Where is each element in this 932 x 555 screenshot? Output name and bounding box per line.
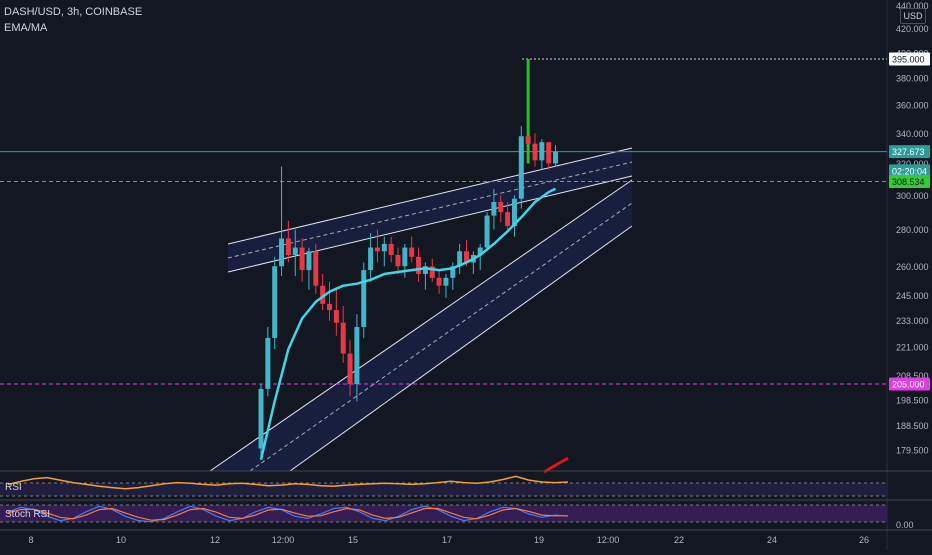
price-tick-label: 360.000: [896, 101, 929, 111]
candle-body[interactable]: [395, 254, 401, 267]
candle-body[interactable]: [505, 212, 511, 227]
time-tick-label: 17: [442, 535, 452, 545]
candle-body[interactable]: [464, 251, 469, 263]
candle-body[interactable]: [484, 215, 490, 248]
candle-body[interactable]: [368, 247, 374, 271]
time-tick-label: 19: [534, 535, 544, 545]
lower-channel-top[interactable]: [209, 179, 633, 472]
candle-body[interactable]: [429, 266, 435, 278]
candle-body[interactable]: [258, 388, 264, 449]
candle-body[interactable]: [265, 337, 271, 389]
price-tick-label: 221.000: [896, 342, 929, 352]
price-badge-label[interactable]: 308.534: [892, 177, 925, 187]
price-tick-label: 380.000: [896, 74, 929, 84]
stoch-axis-label: 0.00: [896, 520, 914, 530]
price-badge-label[interactable]: 395.000: [892, 55, 925, 65]
price-badge-box[interactable]: [889, 164, 930, 178]
candle-body[interactable]: [511, 198, 517, 227]
candle-body[interactable]: [299, 247, 305, 271]
time-tick-label: 26: [859, 535, 869, 545]
upper-channel-fill: [228, 148, 632, 272]
candle-body[interactable]: [340, 322, 346, 354]
price-tick-label: 320.000: [896, 159, 929, 169]
lower-channel-mid: [249, 202, 633, 472]
candle-body[interactable]: [498, 202, 504, 213]
candle-body[interactable]: [292, 247, 298, 255]
time-tick-label: 15: [348, 535, 358, 545]
upper-channel-top[interactable]: [227, 147, 633, 245]
time-tick-label: 10: [116, 535, 126, 545]
price-tick-label: 179.500: [896, 445, 929, 455]
currency-badge[interactable]: USD: [900, 8, 926, 24]
rsi-label[interactable]: RSI: [5, 482, 22, 493]
time-tick-label: 22: [674, 535, 684, 545]
candle-body[interactable]: [306, 251, 312, 271]
candle-body[interactable]: [354, 327, 360, 385]
candle-body[interactable]: [285, 238, 291, 255]
candle-body[interactable]: [361, 270, 367, 328]
candle-body[interactable]: [525, 136, 531, 144]
price-tick-label: 208.500: [896, 371, 929, 381]
candle-body[interactable]: [546, 142, 552, 164]
symbol-title[interactable]: DASH/USD, 3h, COINBASE: [4, 6, 143, 18]
time-tick-label: 24: [767, 535, 777, 545]
candle-body[interactable]: [272, 266, 278, 338]
time-tick-label: 12: [210, 535, 220, 545]
price-tick-label: 420.000: [896, 24, 929, 34]
candle-body[interactable]: [450, 266, 456, 278]
candle-body[interactable]: [416, 256, 422, 274]
stoch-d-line[interactable]: [7, 507, 568, 521]
candle-body[interactable]: [313, 251, 319, 286]
price-badge-box[interactable]: [889, 377, 930, 391]
price-badge-label[interactable]: 02:20:04: [892, 166, 927, 176]
candle-body[interactable]: [532, 143, 538, 161]
time-tick-label: 12:00: [597, 535, 620, 545]
price-badge-label[interactable]: 327.673: [892, 147, 925, 157]
lower-channel-bottom[interactable]: [289, 225, 633, 472]
price-badge-label[interactable]: 205.000: [892, 380, 925, 390]
rsi-band: [0, 483, 887, 496]
price-tick-label: 440.000: [896, 1, 929, 11]
price-tick-label: 245.000: [896, 291, 929, 301]
price-tick-label: 300.000: [896, 191, 929, 201]
candle-body[interactable]: [436, 277, 442, 286]
price-badge-box[interactable]: [889, 145, 930, 159]
candle-body[interactable]: [477, 247, 483, 255]
price-tick-label: 340.000: [896, 129, 929, 139]
stoch-rsi-label[interactable]: Stoch RSI: [5, 509, 51, 520]
candle-body[interactable]: [388, 243, 394, 255]
candle-body[interactable]: [539, 142, 545, 161]
candle-body[interactable]: [381, 243, 387, 252]
candle-body[interactable]: [518, 136, 524, 199]
candle-body[interactable]: [320, 285, 326, 304]
candle-body[interactable]: [443, 277, 449, 286]
candle-body[interactable]: [279, 238, 285, 267]
red-arrow-drawing[interactable]: [543, 456, 569, 474]
candle-body[interactable]: [457, 251, 463, 267]
time-tick-label: 12:00: [272, 535, 295, 545]
time-tick-label: 8: [28, 535, 33, 545]
candle-body[interactable]: [553, 151, 559, 164]
price-tick-label: 198.500: [896, 395, 929, 405]
rsi-line[interactable]: [7, 475, 569, 490]
upper-channel-mid: [227, 161, 633, 259]
candle-body[interactable]: [491, 202, 497, 216]
candle-body[interactable]: [409, 247, 415, 257]
price-badge-box[interactable]: [889, 52, 930, 66]
price-tick-label: 188.500: [896, 421, 929, 431]
candle-body[interactable]: [374, 247, 380, 252]
ema-line[interactable]: [259, 187, 557, 460]
candle-body[interactable]: [327, 303, 332, 311]
candle-body[interactable]: [422, 266, 428, 274]
candle-body[interactable]: [347, 353, 353, 385]
price-tick-label: 260.000: [896, 262, 929, 272]
candle-body[interactable]: [333, 310, 339, 323]
price-tick-label: 280.000: [896, 225, 929, 235]
indicator-label[interactable]: EMA/MA: [4, 22, 48, 34]
candle-body[interactable]: [402, 247, 408, 267]
price-badge-box[interactable]: [889, 174, 930, 188]
price-tick-label: 233.000: [896, 316, 929, 326]
